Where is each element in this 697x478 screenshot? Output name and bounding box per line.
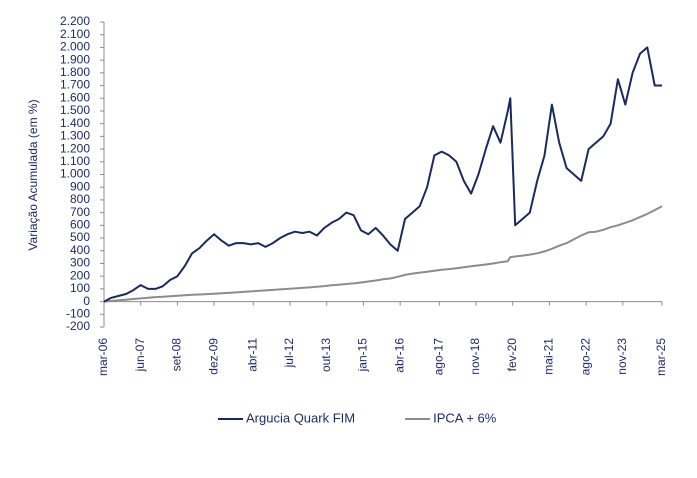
y-tick-label: 2.100 xyxy=(60,27,90,41)
y-tick-label: 300 xyxy=(70,256,90,270)
y-tick-label: 1.500 xyxy=(60,103,90,117)
x-tick-label: ago-22 xyxy=(578,338,592,376)
x-tick-label: mar-06 xyxy=(96,338,110,376)
y-tick-label: -200 xyxy=(66,319,90,333)
y-tick-label: 1.600 xyxy=(60,90,90,104)
legend: Argucia Quark FIM IPCA + 6% xyxy=(218,410,497,425)
x-tick-label: jan-15 xyxy=(356,338,370,373)
x-tick-label: abr-11 xyxy=(245,338,259,372)
y-tick-label: 1.800 xyxy=(60,65,90,79)
x-tick-label: jun-07 xyxy=(133,338,147,373)
x-tick-label: fev-20 xyxy=(505,338,519,372)
x-tick-label: ago-17 xyxy=(431,338,445,376)
y-tick-label: 900 xyxy=(70,179,90,193)
series-line xyxy=(103,46,662,303)
y-tick-label: -100 xyxy=(66,306,90,320)
y-tick-label: 600 xyxy=(70,218,90,232)
x-tick-label: mar-25 xyxy=(654,338,668,376)
x-tick-label: mai-21 xyxy=(542,338,556,375)
y-tick-label: 400 xyxy=(70,243,90,257)
y-tick-label: 1.000 xyxy=(60,167,90,181)
legend-label: Argucia Quark FIM xyxy=(246,410,355,425)
legend-label: IPCA + 6% xyxy=(433,410,497,425)
x-tick-label: abr-16 xyxy=(392,338,406,373)
y-tick-label: 1.700 xyxy=(60,78,90,92)
y-tick-label: 1.400 xyxy=(60,116,90,130)
y-tick-label: 700 xyxy=(70,205,90,219)
series-line xyxy=(103,205,663,303)
x-tick-label: dez-09 xyxy=(206,338,220,375)
y-tick-label: 800 xyxy=(70,192,90,206)
x-tick-label: nov-18 xyxy=(468,338,482,375)
x-tick-label: nov-23 xyxy=(615,338,629,375)
y-tick-label: 100 xyxy=(70,281,90,295)
y-tick-label: 1.900 xyxy=(60,52,90,66)
y-tick-label: 2.000 xyxy=(60,40,90,54)
y-axis-label: Variação Acumulada (em %) xyxy=(26,99,40,250)
x-tick-label: set-08 xyxy=(170,338,184,372)
y-tick-label: 500 xyxy=(70,230,90,244)
y-tick-label: 2.200 xyxy=(60,14,90,28)
x-tick-label: out-13 xyxy=(319,338,333,372)
y-tick-label: 0 xyxy=(83,294,90,308)
y-tick-label: 1.300 xyxy=(60,129,90,143)
y-tick-label: 1.200 xyxy=(60,141,90,155)
y-tick-label: 1.100 xyxy=(60,154,90,168)
y-tick-label: 200 xyxy=(70,268,90,282)
x-tick-label: jul-12 xyxy=(282,338,296,369)
